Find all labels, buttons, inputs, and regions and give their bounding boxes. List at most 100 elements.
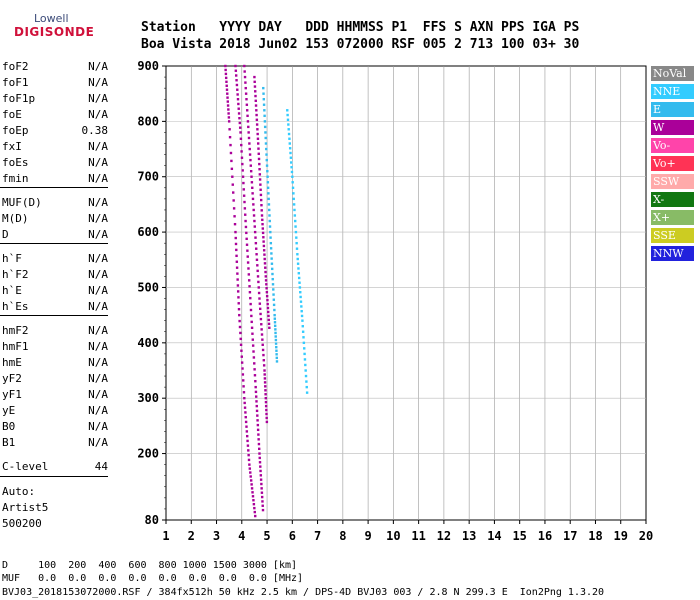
y-tick-label: 600: [137, 225, 159, 239]
param-name: foF1: [2, 76, 29, 89]
echo-point: [233, 215, 236, 218]
echo-point: [253, 75, 256, 79]
echo-point: [295, 241, 298, 245]
echo-point: [264, 270, 267, 274]
echo-point: [247, 125, 250, 129]
param-value: N/A: [88, 436, 108, 449]
param-separator: [0, 315, 108, 316]
x-tick-label: 2: [188, 529, 195, 543]
x-tick-label: 10: [386, 529, 400, 543]
echo-point: [233, 222, 237, 226]
echo-point: [250, 326, 254, 330]
echo-point: [254, 241, 258, 245]
echo-point: [267, 322, 271, 326]
echo-point: [262, 353, 265, 357]
echo-point: [270, 257, 273, 260]
echo-point: [289, 151, 292, 155]
echo-point: [225, 84, 228, 87]
echo-point: [255, 258, 259, 261]
param-value: N/A: [88, 92, 108, 105]
echo-point: [263, 369, 266, 372]
echo-point: [261, 343, 264, 347]
echo-point: [264, 396, 267, 400]
echo-point: [244, 225, 248, 229]
param-row: foF1 N/A: [2, 76, 108, 92]
echo-point: [235, 266, 239, 269]
echo-point: [252, 356, 256, 359]
echo-point: [301, 330, 305, 333]
param-name: MUF(D): [2, 196, 42, 209]
echo-point: [258, 168, 261, 171]
echo-point: [295, 236, 298, 239]
echo-point: [304, 374, 308, 378]
echo-point: [274, 328, 277, 331]
param-value: N/A: [88, 420, 108, 433]
y-tick-label: 80: [145, 513, 159, 527]
echo-point: [254, 379, 257, 383]
legend-item: NoVal: [651, 66, 694, 81]
echo-point: [259, 193, 263, 197]
echo-point: [266, 302, 269, 306]
param-row: h`E N/A: [2, 284, 108, 300]
echo-point: [256, 419, 259, 422]
echo-point: [262, 359, 266, 362]
echo-point: [236, 290, 240, 293]
echo-point: [252, 208, 255, 212]
echo-point: [250, 175, 253, 178]
param-row: h`F2 N/A: [2, 268, 108, 284]
param-name: M(D): [2, 212, 29, 225]
echo-point: [240, 143, 243, 147]
echo-point: [305, 391, 309, 394]
echo-point: [231, 175, 234, 178]
echo-point: [305, 385, 308, 389]
echo-point: [275, 345, 278, 349]
echo-point: [265, 158, 268, 162]
echo-point: [254, 385, 257, 389]
echo-point: [300, 314, 304, 318]
echo-point: [257, 433, 260, 436]
echo-point: [271, 277, 274, 281]
echo-point: [243, 75, 247, 79]
echo-point: [235, 260, 239, 263]
x-tick-label: 19: [614, 529, 628, 543]
echo-point: [261, 504, 264, 507]
echo-point: [245, 103, 249, 106]
echo-point: [268, 208, 271, 212]
header-line2: Boa Vista 2018 Jun02 153 072000 RSF 005 …: [141, 37, 580, 52]
echo-point: [267, 314, 270, 318]
echo-point: [247, 453, 250, 457]
echo-point: [238, 325, 242, 329]
echo-point: [254, 99, 257, 103]
echo-point: [249, 164, 253, 167]
echo-point: [264, 266, 267, 269]
echo-point: [265, 147, 268, 151]
echo-point: [247, 458, 251, 462]
param-name: B0: [2, 420, 16, 433]
echo-point: [292, 197, 295, 201]
echo-point: [249, 296, 252, 300]
echo-point: [275, 360, 279, 363]
echo-point: [263, 373, 266, 376]
param-name: fxI: [2, 140, 22, 153]
y-tick-label: 300: [137, 391, 159, 405]
param-row: foF2 N/A: [2, 60, 108, 76]
echo-point: [302, 341, 306, 345]
echo-point: [268, 326, 271, 330]
echo-point: [245, 237, 248, 241]
echo-point: [303, 347, 306, 350]
echo-point: [298, 281, 301, 284]
param-row: hmE N/A: [2, 356, 108, 372]
echo-point: [261, 231, 265, 235]
y-tick-label: 400: [137, 336, 159, 350]
echo-point: [263, 253, 266, 256]
echo-point: [251, 197, 255, 201]
echo-point: [286, 118, 290, 121]
echo-point: [246, 114, 249, 118]
echo-point: [257, 147, 260, 150]
echo-point: [290, 170, 294, 174]
echo-point: [264, 279, 268, 282]
echo-point: [256, 423, 260, 427]
echo-point: [259, 465, 262, 468]
x-tick-label: 11: [411, 529, 425, 543]
echo-point: [243, 207, 247, 210]
